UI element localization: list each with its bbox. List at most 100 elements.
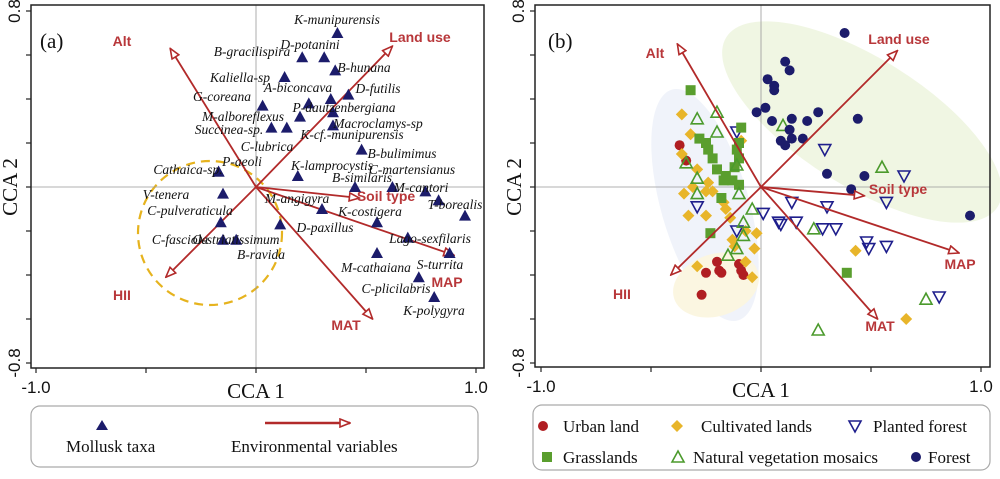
planted-forest-point (861, 242, 877, 257)
cultivated-lands-point (739, 255, 752, 268)
urban-land-point (674, 140, 685, 151)
grasslands-point (716, 193, 727, 203)
cultivated-lands-point (700, 185, 712, 198)
taxon-label: K-cf.-munipurensis (299, 127, 403, 142)
taxon-point (371, 247, 383, 258)
legend-urban-land-icon (538, 421, 548, 431)
natural-vegetation-mosaics-point (729, 157, 745, 171)
grasslands-point (734, 138, 744, 148)
taxon-point (428, 291, 441, 302)
urban-land-point (701, 267, 711, 278)
taxon-label: C-plicilabris (361, 281, 430, 296)
taxon-label: Succinea-sp. (195, 122, 264, 137)
grasslands-point (841, 267, 852, 278)
natural-vegetation-mosaics-point (689, 111, 705, 125)
taxon-label: P-aeoli (221, 154, 262, 169)
taxon-label: O-striatissimum (192, 232, 279, 247)
grasslands-point (703, 144, 714, 155)
forest-point (822, 168, 832, 179)
natural-vegetation-mosaics-point (874, 159, 890, 173)
planted-forest-point (931, 291, 947, 305)
forest-point (839, 28, 850, 38)
forest-point (802, 116, 813, 126)
legend-urban-land-label: Urban land (563, 417, 640, 436)
taxon-label: Cathaica-sp. (153, 162, 222, 177)
planted-forest-point (773, 218, 789, 233)
panel-b: -1.0 1.0 0.8 -0.8 CCA 1 CCA 2 Alt Land use Soil… (502, 0, 1000, 402)
forest-point (797, 133, 808, 144)
forest-point (760, 102, 771, 113)
forest-point (786, 133, 797, 144)
env-arrow-map (760, 186, 959, 253)
taxon-point (214, 216, 227, 228)
y-tick-label: 0.8 (5, 0, 24, 23)
grasslands-point (707, 153, 718, 164)
env-label: Land use (389, 29, 451, 45)
forest-point (780, 56, 791, 67)
forest-point (767, 116, 777, 126)
taxon-point (331, 27, 344, 38)
taxon-label: S-turrita (417, 257, 464, 272)
taxon-point (217, 187, 229, 199)
taxon-point (443, 247, 456, 258)
cultivated-lands-point (719, 203, 732, 215)
legend-forest-icon (911, 452, 921, 462)
cultivated-lands-point (691, 260, 704, 273)
x-tick-label: -1.0 (21, 378, 50, 397)
legend-planted-forest-label: Planted forest (873, 417, 967, 436)
taxon-point (432, 194, 445, 206)
natural-vegetation-mosaics-point (689, 185, 705, 200)
natural-vegetation-mosaics-point (731, 185, 747, 200)
env-label: HII (113, 287, 131, 303)
taxon-point (316, 203, 328, 214)
taxon-point (327, 106, 339, 118)
legend-grasslands-icon (542, 452, 552, 462)
natural-vegetation-mosaics-point (720, 247, 736, 261)
taxon-label: C-martensianus (369, 162, 455, 177)
taxon-point (212, 165, 225, 177)
env-arrow-mat (255, 186, 373, 319)
grasslands-point (705, 228, 716, 239)
planted-forest-point (828, 223, 844, 237)
forest-point (859, 171, 870, 181)
cultivated-lands-point (900, 313, 913, 325)
env-arrow-hii (166, 186, 257, 277)
taxon-point (342, 88, 355, 100)
taxon-label: K-munipurensis (293, 12, 380, 27)
forest-point (846, 184, 857, 195)
taxon-point (256, 99, 269, 111)
natural-vegetation-mosaics-point (709, 104, 725, 118)
natural-vegetation-mosaics-point (729, 240, 745, 255)
taxon-label: A-biconcava (263, 80, 332, 95)
taxon-point (401, 231, 414, 243)
taxon-point (419, 185, 432, 197)
cultivated-lands-point (678, 187, 690, 200)
cultivated-lands-point (682, 209, 695, 222)
taxon-label: C-fasciola (152, 232, 208, 247)
taxon-label: M-cathaiana (340, 260, 411, 275)
taxon-point (291, 170, 304, 181)
taxon-label: Kaliella-sp (209, 70, 270, 85)
grasslands-point (718, 175, 729, 186)
taxon-point (296, 51, 309, 63)
legend-natural-vegetation-mosaics-icon (670, 449, 686, 463)
taxon-label: M-cantori (393, 180, 449, 195)
panel-label: (a) (40, 29, 63, 53)
taxon-label: D-potanini (279, 37, 339, 52)
forest-point (784, 65, 795, 76)
forest-point (784, 124, 795, 135)
forest-point (965, 210, 975, 221)
taxon-point (324, 93, 337, 104)
legend-grasslands-label: Grasslands (563, 448, 638, 467)
env-label: Land use (868, 31, 930, 47)
grasslands-point (734, 179, 744, 190)
cultivated-lands-point (675, 148, 688, 160)
taxon-label: C-pulveraticula (147, 203, 233, 218)
taxon-label: C-lubrica (241, 139, 294, 154)
forest-point (762, 74, 773, 85)
y-tick-label: -0.8 (5, 348, 24, 377)
taxon-label: B-similaris (332, 170, 392, 185)
taxa-triangle-icon (96, 420, 108, 430)
env-arrow-mat (760, 186, 878, 319)
forest-point (769, 85, 780, 96)
